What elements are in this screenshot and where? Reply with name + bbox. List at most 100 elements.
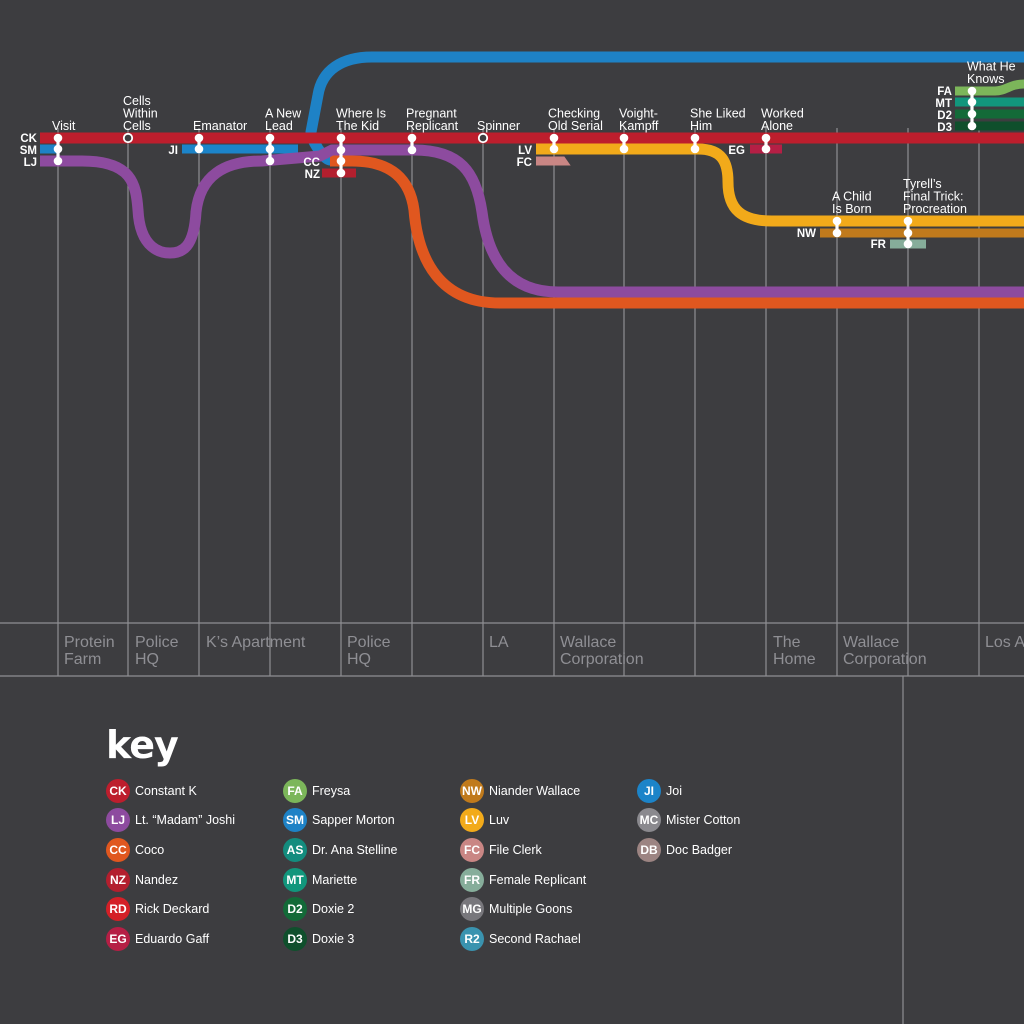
scene-label-line: Alone [761,119,793,133]
stop-dot [194,133,204,143]
line-tag-sm: SM [20,145,37,157]
location-label-line: Wallace [560,634,616,651]
key-name: Mariette [312,872,358,887]
key-badge: CK [106,778,130,803]
scene-labels: Visit Cells Within Cells Emanator A New Lead Wh… [52,60,1016,217]
key-name: Doxie 3 [312,931,355,946]
scene-label-line: Emanator [193,119,247,133]
key-badge: RD [106,897,130,922]
stop-dot [53,133,63,143]
key-name: Multiple Goons [489,902,573,917]
key-badge: AS [283,837,307,862]
stop-dot [336,145,346,155]
fc-line-end [564,156,571,166]
key-item-ji: JI Joi [637,776,813,806]
line-tag-cc: CC [303,157,320,169]
stop-dot [761,144,771,154]
stop-dot [407,133,417,143]
key-column: JI Joi MC Mister Cotton DB Doc Badger [637,776,813,865]
scene-label-line: Lead [265,119,293,133]
key-name: Luv [489,813,510,828]
stop-dot [967,121,977,131]
scene-label: Spinner [477,119,520,133]
key-badge: FR [460,867,484,892]
key-item-fr: FR Female Replicant [460,865,636,895]
key-badge: DB [637,837,661,862]
location-label-line: HQ [347,651,371,668]
key-name: Coco [135,842,165,857]
stop-dot [903,216,913,226]
location-label: The Home [773,634,816,668]
scene-label-line: Is Born [832,202,872,216]
stop-dot [407,145,417,155]
stop-dot [761,133,771,143]
stop-dot [967,97,977,107]
scene-label: Voight-Kampff [619,107,659,134]
scene-label-line: Procreation [903,202,967,216]
key-item-eg: EG Eduardo Gaff [106,924,282,954]
location-label-line: The [773,634,801,651]
scene-label: She Liked Him [690,107,746,134]
key-item-fc: FC File Clerk [460,835,636,865]
key-name: Mister Cotton [666,813,741,828]
key-name: Joi [666,783,682,798]
key-name: Lt. “Madam” Joshi [135,813,236,828]
location-label-line: Police [135,634,179,651]
location-label-line: Home [773,651,816,668]
scene-label-line: Old Serial [548,119,603,133]
key-badge: LV [460,808,484,833]
stop-dot [619,133,629,143]
key-badge: FC [460,837,484,862]
stop-dot [967,86,977,96]
location-label: K’s Apartment [206,634,306,651]
key-name: Dr. Ana Stelline [312,842,398,857]
key-badge: MT [283,867,307,892]
key-item-mt: MT Mariette [283,865,459,895]
key-column: FA Freysa SM Sapper Morton AS Dr. Ana Stellin… [283,776,459,954]
scene-label-line: Replicant [406,119,459,133]
key-badge: JI [637,778,661,803]
key-badge: SM [283,808,307,833]
stop-dot [336,156,346,166]
stop-dot [336,133,346,143]
stop-dot [194,144,204,154]
location-label: Police HQ [347,634,391,668]
scene-label-line: Tyrell’s [903,177,942,191]
scene-label-line: Him [690,119,712,133]
scene-label-line: Final Trick: [903,190,963,204]
stop-dot [903,228,913,238]
key-column: CK Constant K LJ Lt. “Madam” Joshi CC Coco NZ N… [106,776,282,954]
scene-label: Checking Old Serial [548,107,603,134]
key-name: Eduardo Gaff [135,931,210,946]
scene-label: Emanator [193,119,247,133]
scene-label-line: Checking [548,107,600,121]
stop-dot [967,109,977,119]
line-tag-d3: D3 [937,122,952,134]
line-tag-nw: NW [797,228,816,240]
scene-label-line: She Liked [690,107,746,121]
location-label-line: LA [489,634,509,651]
key-name: Nandez [135,872,179,887]
key-item-r2: R2 Second Rachael [460,924,636,954]
line-lj [40,144,1024,298]
scene-label: Worked Alone [761,107,804,134]
scene-label-line: Worked [761,107,804,121]
line-cc [330,155,1024,309]
location-label-line: Protein [64,634,115,651]
key-name: Freysa [312,783,351,798]
key-badge: D3 [283,926,307,951]
stop-dot [549,133,559,143]
scene-label-line: A Child [832,190,872,204]
scene-label-line: Pregnant [406,107,457,121]
line-tag-mt: MT [935,98,952,110]
line-tag-fr: FR [871,239,887,251]
key-title: key [106,723,179,767]
scene-label-line: Kampff [619,119,659,133]
key-name: Doc Badger [666,842,733,857]
scene-label: Pregnant Replicant [406,107,459,134]
scene-label-line: Voight- [619,107,658,121]
key-item-sm: SM Sapper Morton [283,806,459,836]
